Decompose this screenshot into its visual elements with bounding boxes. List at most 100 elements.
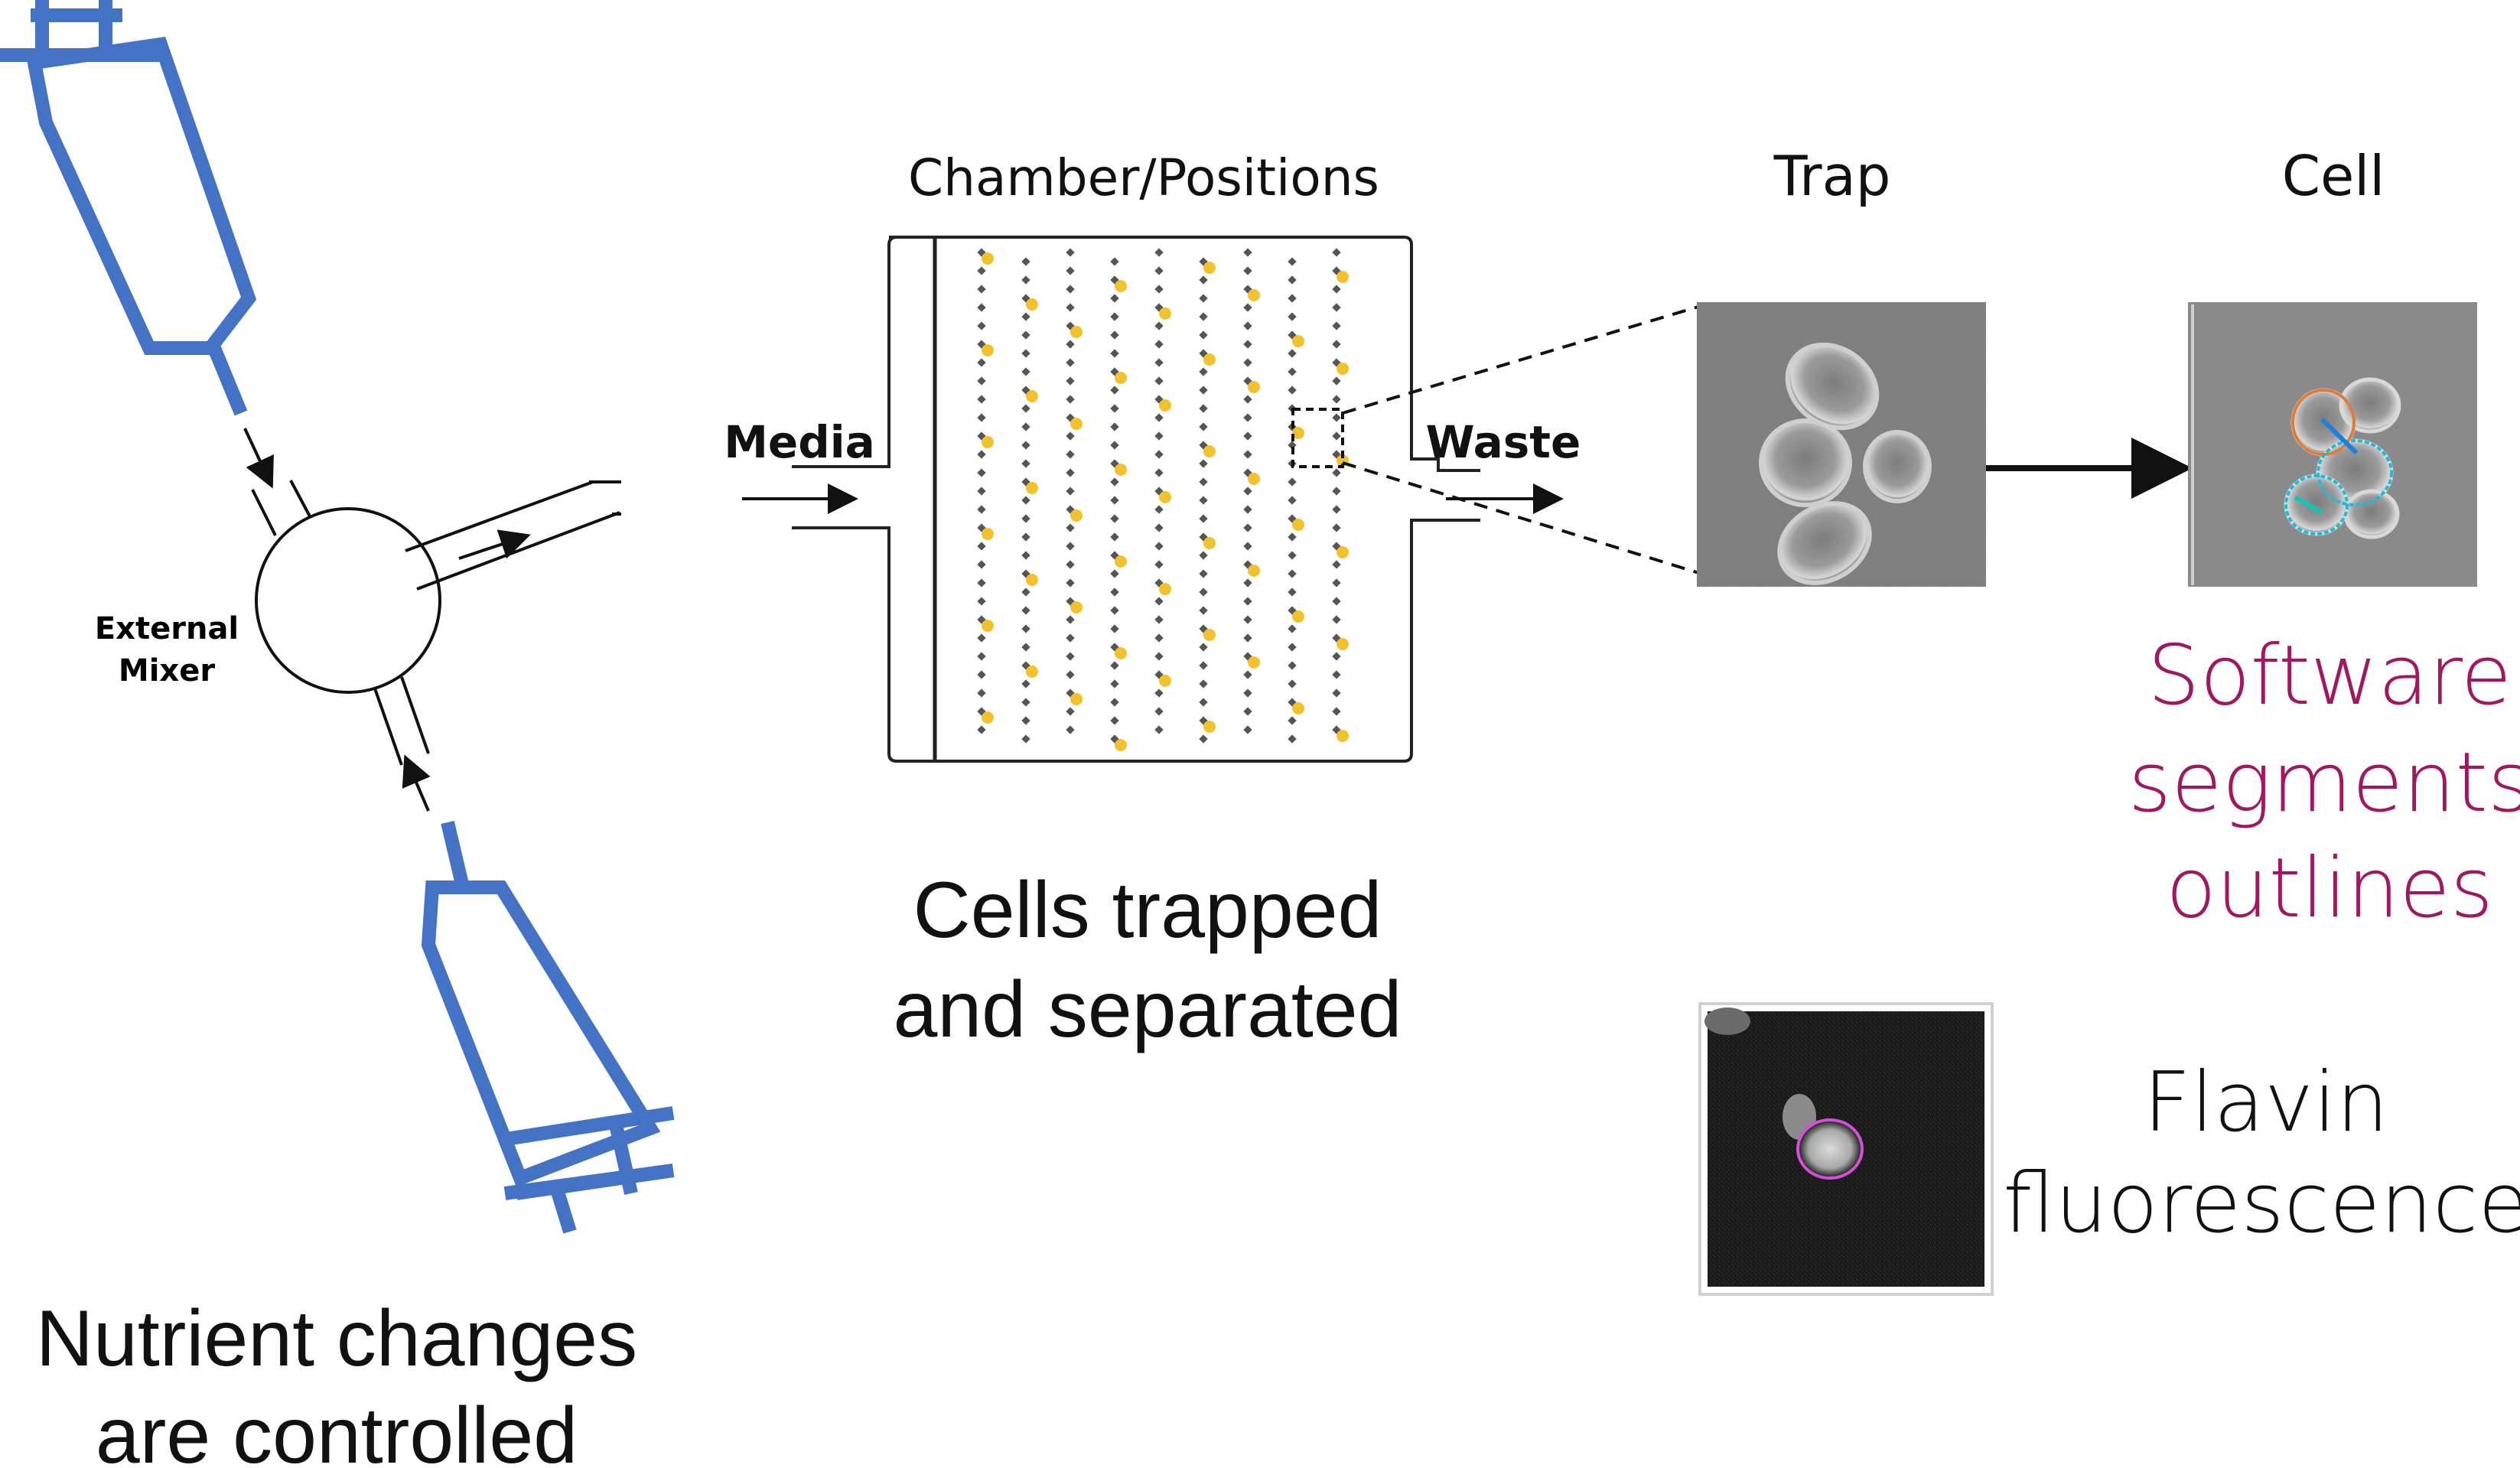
trap-post	[1288, 716, 1297, 725]
trap-post	[1243, 725, 1252, 734]
trap-post	[977, 542, 986, 551]
trap-post	[1199, 496, 1208, 505]
media-label: Media	[724, 416, 875, 468]
trap-post	[1332, 560, 1341, 569]
trap-post	[1110, 349, 1119, 358]
trap-post	[1110, 698, 1119, 707]
trap-post	[1154, 523, 1164, 532]
trap-post	[1110, 404, 1119, 413]
trap-post	[977, 633, 986, 643]
trap-post	[1332, 652, 1341, 661]
trap-post	[1110, 532, 1119, 542]
trap-post	[1154, 652, 1164, 661]
trap-post	[1199, 294, 1208, 303]
trap-post	[1110, 716, 1119, 725]
flow-arrow-in-bottom	[402, 754, 431, 812]
trapped-cell	[1248, 473, 1260, 485]
trap-post	[1066, 431, 1075, 441]
trap-post	[1243, 597, 1252, 606]
trap-post	[1199, 459, 1208, 468]
trap-post	[1021, 514, 1030, 523]
trap-post	[1199, 367, 1208, 376]
trap-post	[1110, 496, 1119, 505]
trap-post	[1110, 588, 1119, 597]
trap-post	[1332, 340, 1341, 349]
trap-post	[1066, 376, 1075, 386]
trap-post	[1066, 340, 1075, 349]
trapped-cell	[1337, 271, 1349, 283]
trapped-cell	[1292, 610, 1304, 623]
trapped-cell	[1203, 262, 1216, 274]
trapped-cell	[1248, 289, 1260, 301]
trap-post	[1199, 569, 1208, 578]
trap-post	[1066, 542, 1075, 551]
trap-post	[977, 395, 986, 404]
trap-post	[977, 670, 986, 679]
trap-post	[1066, 670, 1075, 679]
trap-post	[1199, 330, 1208, 340]
trap-post	[1154, 321, 1164, 330]
trap-post	[1288, 294, 1297, 303]
trapped-cell	[982, 344, 994, 356]
trap-post	[977, 266, 986, 275]
trap-post	[1332, 321, 1341, 330]
cell-title: Cell	[2282, 144, 2385, 208]
trap-post	[1288, 477, 1297, 487]
trap-post	[1243, 358, 1252, 367]
trap-post	[1066, 358, 1075, 367]
trap-post	[1243, 578, 1252, 588]
caption-trapped-line1: Cells trapped	[913, 866, 1382, 955]
trap-post	[1199, 679, 1208, 688]
trap-post	[1332, 487, 1341, 496]
trap-post	[1154, 707, 1164, 716]
trap-post	[1332, 395, 1341, 404]
trap-post	[1154, 725, 1164, 734]
outline-cyan-1	[2317, 439, 2393, 506]
trap-post	[1199, 386, 1208, 395]
outline-cyan-2	[2284, 474, 2349, 535]
trapped-cell	[1115, 464, 1127, 476]
trap-post	[1154, 358, 1164, 367]
trap-post	[1288, 349, 1297, 358]
trap-post	[1288, 496, 1297, 505]
lineage-line-blue	[2320, 417, 2359, 455]
trap-post	[1154, 413, 1164, 422]
trapped-cell	[1070, 326, 1083, 338]
trap-post	[1332, 413, 1341, 422]
trap-post	[1021, 532, 1030, 542]
trapped-cell	[1026, 666, 1038, 678]
trap-post	[1154, 560, 1164, 569]
trapped-cell	[1159, 675, 1171, 687]
trap-post	[1021, 422, 1030, 431]
trap-post	[1288, 734, 1297, 744]
trap-post	[1021, 459, 1030, 468]
trap-post	[1110, 386, 1119, 395]
trap-post	[977, 652, 986, 661]
trap-post	[1154, 688, 1164, 698]
trap-post	[1021, 716, 1030, 725]
flow-arrow-in-top	[243, 428, 274, 489]
trap-post	[1199, 404, 1208, 413]
trap-post	[1066, 468, 1075, 477]
trap-post	[1154, 248, 1164, 257]
trap-post	[1154, 266, 1164, 275]
trapped-cell	[1070, 601, 1083, 614]
trap-post	[1243, 395, 1252, 404]
trap-post	[1021, 404, 1030, 413]
trapped-cell	[1292, 427, 1304, 439]
trap-post	[977, 578, 986, 588]
trap-post	[1110, 294, 1119, 303]
trap-post	[1243, 266, 1252, 275]
caption-trapped-line2: and separated	[894, 965, 1402, 1054]
trapped-cell	[1159, 583, 1171, 595]
trap-post	[977, 487, 986, 496]
trapped-cell	[1248, 565, 1260, 577]
mixer-label-line1: External	[95, 611, 239, 646]
trapped-cell	[1248, 656, 1260, 669]
trap-post	[977, 413, 986, 422]
trapped-cell	[1337, 730, 1349, 742]
trapped-cell	[1337, 638, 1349, 650]
trap-post	[1154, 542, 1164, 551]
trap-post	[1154, 468, 1164, 477]
